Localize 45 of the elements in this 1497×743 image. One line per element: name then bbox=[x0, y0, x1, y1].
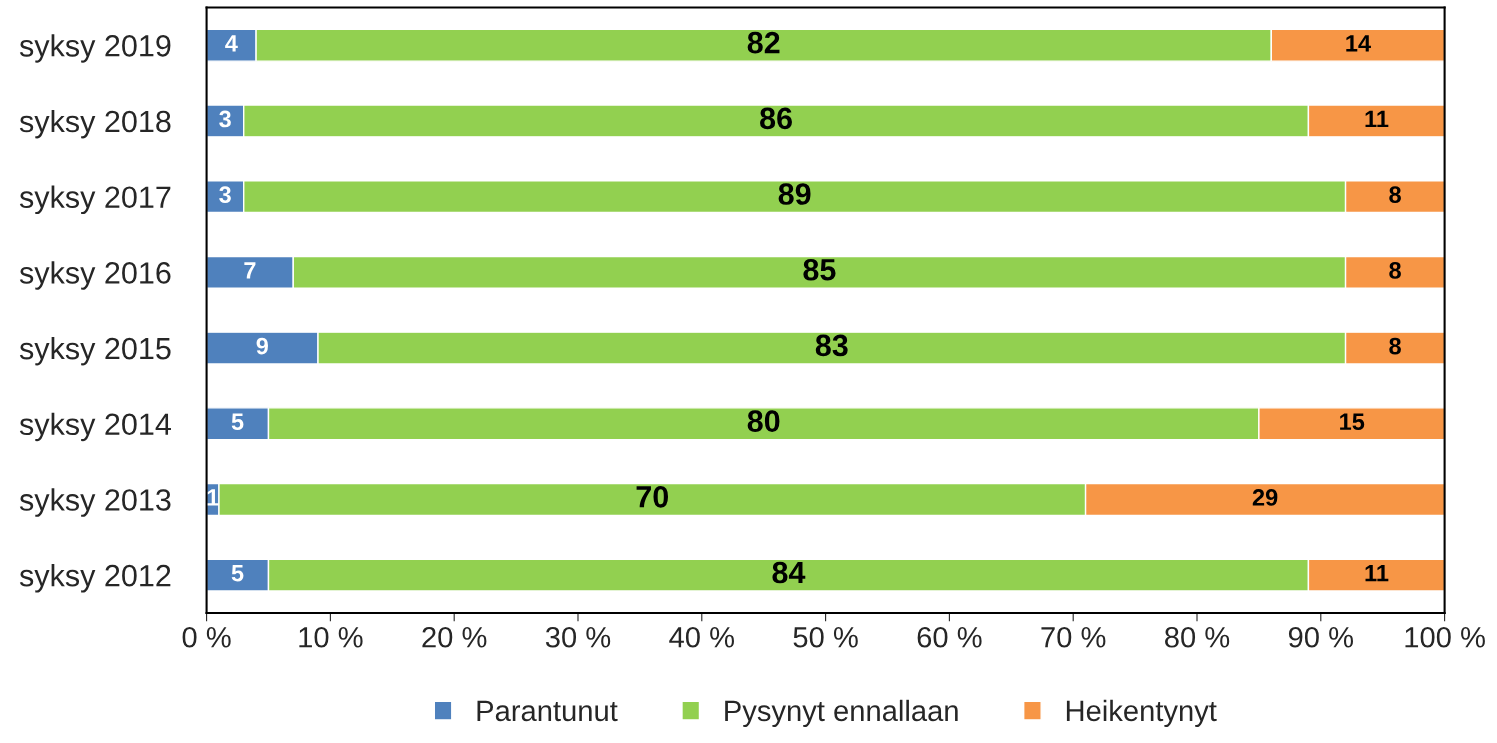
data-label: 84 bbox=[772, 561, 806, 584]
data-label: 29 bbox=[1252, 489, 1278, 506]
data-label: 80 bbox=[747, 410, 780, 432]
x-tick-label: 90 % bbox=[1288, 626, 1354, 648]
y-tick-label: syksy 2019 bbox=[19, 34, 171, 63]
data-label: 8 bbox=[1389, 261, 1401, 279]
y-tick-label: syksy 2016 bbox=[19, 261, 171, 290]
y-tick-label: syksy 2014 bbox=[19, 412, 171, 442]
data-label: 5 bbox=[231, 413, 244, 431]
x-tick-label: 10 % bbox=[299, 626, 363, 648]
x-tick-label: 100 % bbox=[1405, 626, 1485, 648]
data-label: 83 bbox=[815, 334, 848, 357]
x-tick-label: 60 % bbox=[917, 626, 982, 648]
data-label: 85 bbox=[803, 258, 836, 281]
x-tick-label: 50 % bbox=[793, 626, 858, 648]
y-tick-label: syksy 2018 bbox=[19, 109, 171, 139]
data-label: 4 bbox=[225, 35, 238, 52]
data-label: 14 bbox=[1346, 35, 1371, 52]
y-tick-label: syksy 2012 bbox=[19, 564, 171, 593]
x-tick-label: 40 % bbox=[669, 626, 734, 648]
data-label: 82 bbox=[747, 31, 780, 54]
data-label: 89 bbox=[778, 183, 811, 205]
y-tick-label: syksy 2015 bbox=[19, 336, 171, 366]
x-tick-label: 20 % bbox=[422, 626, 487, 648]
data-label: 15 bbox=[1340, 413, 1365, 431]
data-label: 8 bbox=[1389, 186, 1401, 203]
legend-label: Heikentynyt bbox=[1066, 699, 1217, 727]
data-label: 5 bbox=[231, 564, 244, 582]
data-label: 70 bbox=[636, 486, 669, 508]
x-tick-label: 0 % bbox=[182, 626, 231, 648]
x-tick-label: 80 % bbox=[1165, 626, 1230, 648]
legend-label: Parantunut bbox=[477, 700, 618, 722]
y-tick-label: syksy 2017 bbox=[19, 185, 171, 215]
x-tick-label: 70 % bbox=[1041, 626, 1106, 648]
data-label: 8 bbox=[1389, 337, 1401, 355]
data-label: 3 bbox=[219, 110, 231, 128]
data-label: 11 bbox=[1365, 110, 1389, 128]
x-tick-label: 30 % bbox=[545, 626, 611, 648]
data-label: 86 bbox=[760, 107, 792, 130]
y-tick-label: syksy 2013 bbox=[19, 488, 171, 517]
legend-label: Pysynyt ennallaan bbox=[725, 699, 958, 727]
data-label: 9 bbox=[256, 337, 268, 355]
data-label: 7 bbox=[244, 262, 256, 279]
data-label: 3 bbox=[219, 186, 231, 204]
data-label: 11 bbox=[1365, 564, 1389, 582]
